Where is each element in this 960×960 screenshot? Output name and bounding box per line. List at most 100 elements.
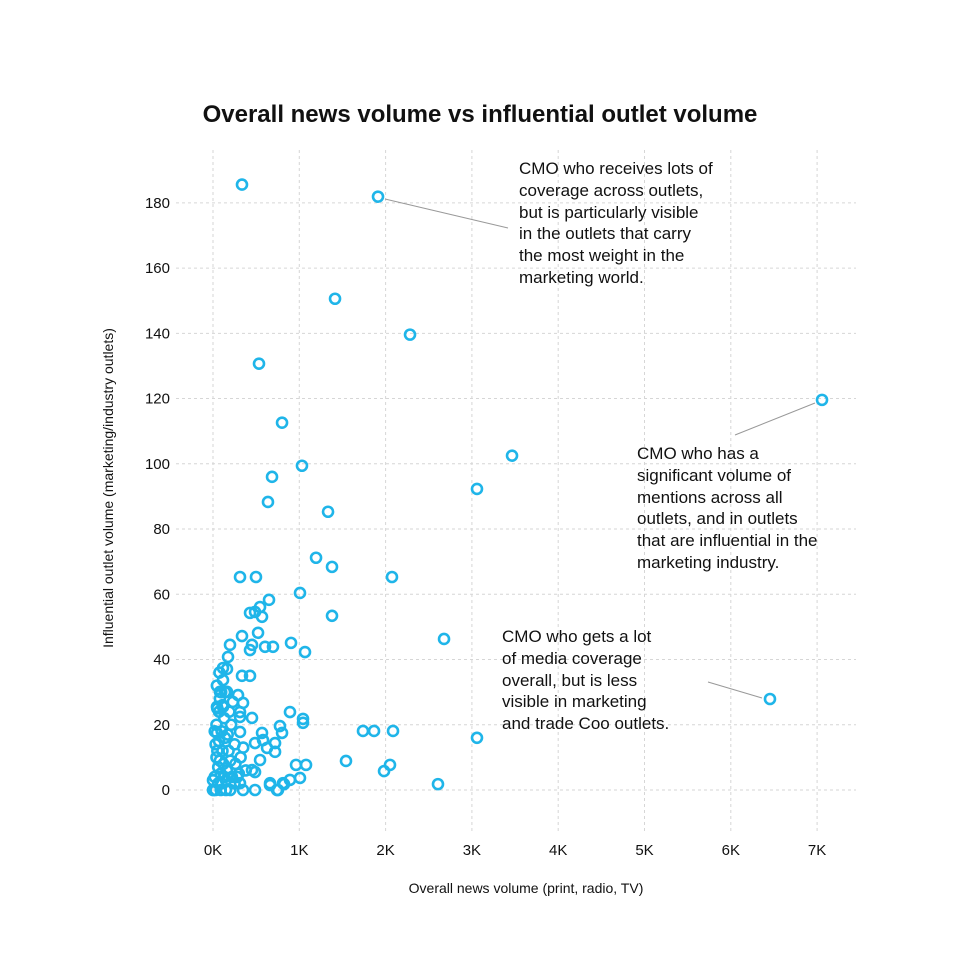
x-tick-label: 7K: [808, 842, 826, 859]
data-point: [325, 609, 339, 623]
data-point: [253, 753, 267, 767]
data-point: [251, 626, 265, 640]
x-axis-label: Overall news volume (print, radio, TV): [408, 880, 644, 896]
annotation-line: in the outlets that carry: [519, 224, 691, 244]
data-point: [255, 726, 269, 740]
data-point: [209, 738, 222, 751]
data-point: [505, 449, 519, 462]
y-tick-label: 20: [153, 717, 170, 734]
data-point: [214, 685, 228, 699]
y-tick-label: 80: [153, 521, 170, 538]
x-tick-label: 2K: [376, 842, 394, 859]
data-point: [383, 758, 397, 772]
annotation-line: but is particularly visible: [519, 202, 699, 222]
data-point: [275, 416, 289, 429]
annotation-bottom: CMO who gets a lot of media coverage ove…: [502, 626, 669, 735]
data-point: [224, 718, 238, 732]
y-tick-label: 140: [145, 325, 170, 342]
data-point: [243, 669, 257, 683]
data-point: [233, 725, 247, 739]
data-point: [236, 783, 250, 797]
y-tick-label: 160: [145, 260, 170, 277]
annotation-line: significant volume of: [637, 465, 792, 485]
annotation-leader-line: [384, 198, 509, 229]
data-point: [249, 570, 263, 584]
chart-title: Overall news volume vs influential outle…: [202, 101, 758, 128]
data-point: [283, 705, 297, 719]
annotation-line: CMO who receives lots of: [519, 159, 713, 178]
data-point: [235, 178, 249, 191]
data-point: [207, 783, 221, 797]
data-point: [377, 764, 391, 778]
data-point: [431, 777, 445, 791]
data-point: [386, 724, 400, 738]
data-point: [815, 393, 829, 407]
data-point: [213, 666, 226, 679]
data-point: [228, 777, 241, 790]
data-point: [470, 482, 484, 496]
x-tick-label: 1K: [290, 842, 308, 859]
y-tick-label: 120: [145, 391, 170, 408]
x-tick-label: 0K: [204, 842, 222, 859]
y-tick-label: 180: [145, 195, 170, 212]
data-point: [283, 773, 297, 787]
data-point: [243, 643, 257, 657]
data-point: [235, 669, 249, 683]
annotation-line: CMO who gets a lot: [502, 627, 652, 646]
data-point: [229, 757, 242, 771]
data-point: [210, 718, 223, 732]
x-tick-label: 5K: [635, 842, 653, 859]
data-point: [299, 758, 313, 772]
data-point: [225, 770, 239, 784]
data-point: [248, 736, 262, 750]
data-point: [236, 741, 250, 754]
data-point: [260, 741, 274, 755]
data-point: [262, 593, 276, 607]
annotation-leader-line: [734, 402, 816, 436]
data-point: [218, 685, 232, 699]
data-point: [470, 731, 484, 745]
annotation-top: CMO who receives lots of coverage across…: [519, 158, 713, 289]
data-point: [213, 754, 227, 767]
data-point: [296, 712, 310, 726]
data-point: [245, 711, 259, 725]
data-point: [367, 724, 381, 738]
annotation-line: that are influential in the: [637, 531, 818, 551]
data-point: [208, 724, 222, 738]
data-point: [328, 292, 342, 306]
data-point: [248, 783, 262, 797]
data-point: [273, 719, 287, 733]
data-point: [243, 606, 257, 620]
data-point: [339, 754, 353, 768]
data-point: [298, 645, 312, 659]
data-point: [763, 692, 777, 706]
y-tick-label: 60: [153, 586, 170, 603]
annotation-line: overall, but is less: [502, 670, 638, 690]
data-point: [356, 724, 370, 738]
annotation-line: the most weight in the: [519, 246, 685, 266]
data-point: [385, 570, 399, 584]
data-point: [295, 459, 309, 473]
annotation-line: mentions across all: [637, 487, 783, 507]
data-point: [221, 650, 235, 664]
data-point: [265, 470, 279, 484]
x-tick-label: 4K: [549, 842, 567, 859]
data-point: [321, 505, 335, 519]
data-point: [239, 764, 253, 777]
data-point: [309, 551, 323, 565]
annotation-line: and trade Coo outlets.: [502, 714, 670, 734]
data-point: [216, 698, 229, 712]
annotation-line: marketing industry.: [637, 552, 780, 572]
data-point: [223, 705, 236, 719]
data-point: [437, 632, 451, 646]
x-tick-label: 6K: [722, 842, 740, 859]
data-point: [261, 495, 275, 509]
y-axis-label: Influential outlet volume (marketing/ind…: [100, 328, 116, 648]
data-point: [266, 640, 280, 654]
annotation-right: CMO who has a significant volume of ment…: [637, 443, 818, 574]
data-point: [296, 716, 310, 730]
data-point: [284, 636, 298, 650]
data-point: [217, 770, 231, 784]
annotation-line: coverage across outlets,: [519, 180, 704, 200]
